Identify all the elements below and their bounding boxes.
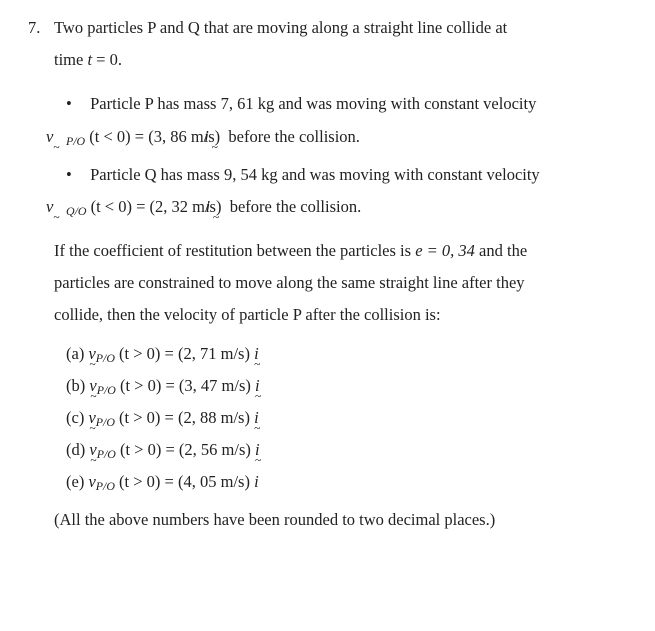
- answer-label: (c): [66, 408, 84, 427]
- body-line2: particles are constrained to move along …: [28, 267, 627, 299]
- answer-label: (a): [66, 344, 84, 363]
- bullet2-post: and was moving with constant velocity: [278, 165, 540, 184]
- page: 7. Two particles P and Q that are moving…: [0, 0, 655, 557]
- question-number: 7.: [28, 12, 54, 44]
- body-l1a: If the coefficient of restitution betwee…: [54, 241, 415, 260]
- velocity-sub: P/O: [96, 351, 115, 365]
- bullet2-mass: 9, 54 kg: [224, 165, 278, 184]
- body-l1b: and the: [475, 241, 527, 260]
- unit-i: i: [254, 402, 259, 434]
- body-line3: collide, then the velocity of particle P…: [28, 299, 627, 331]
- answer-b: (b) vP/O (t > 0) = (3, 47 m/s) i: [28, 370, 627, 402]
- footnote: (All the above numbers have been rounded…: [28, 504, 627, 536]
- answer-val: (2, 88 m/s): [178, 408, 250, 427]
- velocity-symbol: v: [88, 472, 95, 491]
- velocity-sub: Q/O: [66, 204, 86, 218]
- unit-i: i: [255, 434, 260, 466]
- unit-i: i: [254, 338, 259, 370]
- answer-c: (c) vP/O (t > 0) = (2, 88 m/s) i: [28, 402, 627, 434]
- answer-val: (2, 71 m/s): [178, 344, 250, 363]
- bullet-icon: •: [66, 159, 86, 191]
- answer-label: (e): [66, 472, 84, 491]
- bullet-icon: •: [66, 88, 86, 120]
- bullet2-line2: vQ/O (t < 0) = (2, 32 m/s) i before the …: [86, 191, 627, 223]
- bullet1-mass: 7, 61 kg: [221, 94, 275, 113]
- velocity-sub: P/O: [97, 447, 116, 461]
- bullet2-cond: (t < 0) =: [86, 197, 149, 216]
- answer-e: (e) vP/O (t > 0) = (4, 05 m/s) i: [28, 466, 627, 498]
- bullet1-pre: Particle P has mass: [90, 94, 220, 113]
- velocity-sub: P/O: [66, 133, 85, 147]
- bullet2-tail: before the collision.: [230, 197, 362, 216]
- bullet1-line2: vP/O (t < 0) = (3, 86 m/s) i before the …: [86, 121, 627, 153]
- bullet-2: • Particle Q has mass 9, 54 kg and was m…: [28, 159, 627, 223]
- bullet1-line1: Particle P has mass 7, 61 kg and was mov…: [90, 94, 536, 113]
- bullet1-cond: (t < 0) =: [85, 127, 148, 146]
- velocity-sub: P/O: [96, 415, 115, 429]
- velocity-sub: P/O: [96, 479, 115, 493]
- unit-i: i: [255, 370, 260, 402]
- velocity-symbol: v: [88, 338, 95, 370]
- unit-i: i: [254, 472, 259, 491]
- question-intro-line1: 7. Two particles P and Q that are moving…: [28, 12, 627, 44]
- body-line1: If the coefficient of restitution betwee…: [28, 235, 627, 267]
- velocity-symbol: v: [88, 402, 95, 434]
- body-l1e: e = 0, 34: [415, 241, 475, 260]
- bullet2-pre: Particle Q has mass: [90, 165, 224, 184]
- answer-cond: (t > 0) =: [115, 472, 178, 491]
- intro-text-1: Two particles P and Q that are moving al…: [54, 12, 507, 44]
- answer-val: (3, 47 m/s): [179, 376, 251, 395]
- bullet1-post: and was moving with constant velocity: [274, 94, 536, 113]
- bullet2-line1: Particle Q has mass 9, 54 kg and was mov…: [90, 165, 540, 184]
- bullet1-val: (3, 86 m/s): [148, 127, 220, 146]
- bullet1-tail: before the collision.: [228, 127, 360, 146]
- answer-cond: (t > 0) =: [116, 376, 179, 395]
- answer-cond: (t > 0) =: [115, 344, 178, 363]
- answer-label: (d): [66, 440, 85, 459]
- velocity-symbol: v: [89, 370, 96, 402]
- velocity-sub: P/O: [97, 383, 116, 397]
- bullet-1: • Particle P has mass 7, 61 kg and was m…: [28, 88, 627, 152]
- bullet2-val: (2, 32 m/s): [150, 197, 222, 216]
- answer-cond: (t > 0) =: [115, 408, 178, 427]
- question-intro-line2: time t = 0.: [28, 44, 627, 76]
- answer-label: (b): [66, 376, 85, 395]
- velocity-symbol: v: [89, 434, 96, 466]
- answer-a: (a) vP/O (t > 0) = (2, 71 m/s) i: [28, 338, 627, 370]
- answer-cond: (t > 0) =: [116, 440, 179, 459]
- answer-val: (4, 05 m/s): [178, 472, 250, 491]
- answer-d: (d) vP/O (t > 0) = (2, 56 m/s) i: [28, 434, 627, 466]
- answer-val: (2, 56 m/s): [179, 440, 251, 459]
- intro-text-2: time t = 0.: [54, 50, 122, 69]
